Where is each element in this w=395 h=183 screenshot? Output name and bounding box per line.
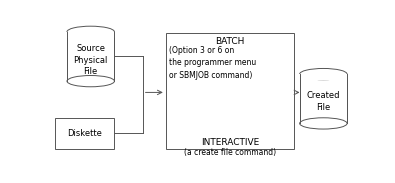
Ellipse shape [300,118,347,129]
Ellipse shape [67,26,115,38]
Bar [55,118,114,149]
Bar [166,33,294,149]
Text: Created
File: Created File [307,91,340,112]
Polygon shape [298,74,349,81]
Text: (a create file command): (a create file command) [184,148,276,157]
Ellipse shape [300,68,347,80]
Text: Source
Physical
File: Source Physical File [73,44,108,76]
Text: INTERACTIVE: INTERACTIVE [201,138,259,147]
Ellipse shape [67,76,115,87]
Polygon shape [300,74,347,123]
Text: Diskette: Diskette [67,129,102,138]
Polygon shape [67,32,115,81]
Text: (Option 3 or 6 on
the programmer menu
or SBMJOB command): (Option 3 or 6 on the programmer menu or… [169,46,256,80]
Text: BATCH: BATCH [215,37,245,46]
Polygon shape [66,32,116,38]
